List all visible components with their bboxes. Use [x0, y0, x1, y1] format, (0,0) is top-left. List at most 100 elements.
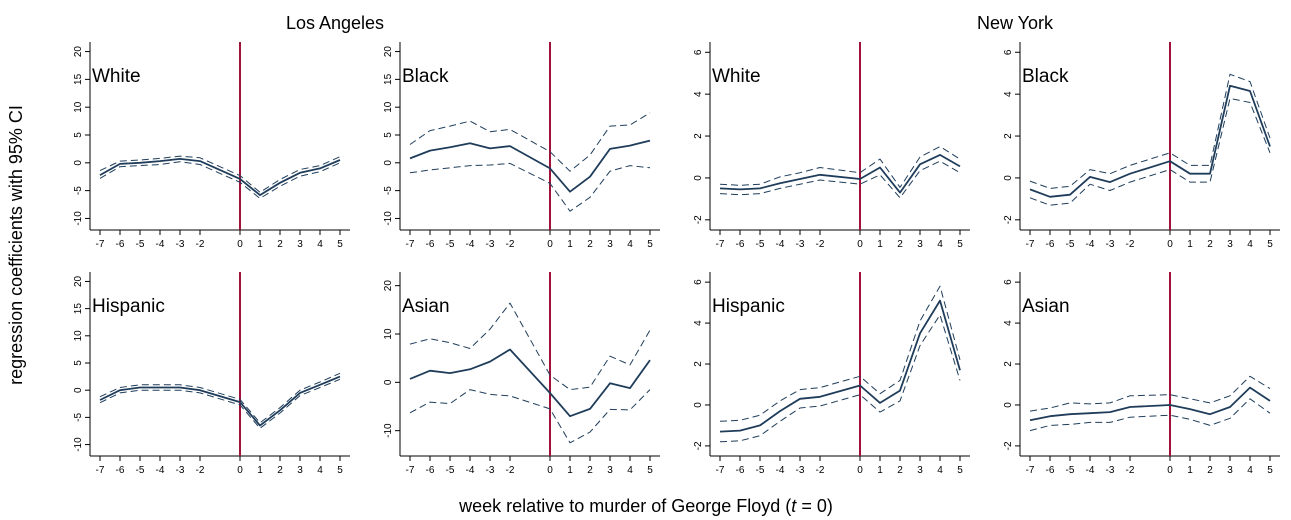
x-tick-label: -2 [1126, 465, 1135, 476]
x-tick-label: -5 [446, 239, 455, 250]
panel-new-york-hispanic: -2 0 2 4 6 -7 -6 -5 -4 -3 -2 0 1 2 3 4 5 Hispanic [693, 272, 970, 476]
x-tick-label: 3 [297, 239, 303, 250]
city-title-los-angeles: Los Angeles [286, 13, 384, 33]
y-tick-label: 0 [73, 160, 84, 166]
y-tick-label: 6 [1003, 49, 1014, 55]
y-tick-label: 20 [73, 46, 84, 58]
x-tick-label: -6 [736, 239, 745, 250]
x-tick-label: 1 [877, 465, 883, 476]
x-tick-label: 2 [587, 465, 593, 476]
x-tick-label: -5 [136, 239, 145, 250]
x-tick-label: -6 [116, 239, 125, 250]
ci-lower-line [719, 314, 961, 443]
x-tick-label: 0 [547, 239, 553, 250]
x-tick-label: 5 [1267, 465, 1273, 476]
y-tick-label: 0 [1003, 402, 1014, 408]
x-tick-label: -6 [1046, 465, 1055, 476]
y-tick-label: 6 [693, 49, 704, 55]
panel-los-angeles-hispanic: -10 -5 0 5 10 15 20 -7 -6 -5 -4 -3 -2 0 1 2 3 4 5 Hispanic [73, 272, 350, 476]
x-tick-label: 5 [1267, 239, 1273, 250]
ci-upper-line [719, 285, 961, 422]
x-tick-label: -3 [486, 239, 495, 250]
y-tick-label: 6 [693, 279, 704, 285]
x-tick-label: -7 [716, 239, 725, 250]
x-tick-label: -2 [506, 239, 515, 250]
y-tick-label: -2 [693, 215, 704, 224]
x-tick-label: -5 [446, 465, 455, 476]
ci-upper-line [99, 372, 341, 424]
ci-lower-line [719, 160, 961, 199]
x-tick-label: 5 [647, 465, 653, 476]
y-tick-label: -5 [383, 186, 394, 195]
y-tick-label: 2 [693, 361, 704, 367]
x-tick-label: 5 [957, 465, 963, 476]
x-tick-label: -7 [96, 239, 105, 250]
panel-label: Asian [1022, 296, 1070, 317]
y-tick-label: -5 [73, 186, 84, 195]
y-tick-label: 0 [1003, 175, 1014, 181]
y-tick-label: 5 [383, 132, 394, 138]
panel-label: White [712, 66, 761, 87]
x-axis-label: week relative to murder of George Floyd … [458, 496, 833, 516]
x-tick-label: -3 [176, 465, 185, 476]
estimate-line [1029, 386, 1271, 422]
x-tick-label: -2 [1126, 239, 1135, 250]
x-tick-label: -3 [1106, 465, 1115, 476]
y-tick-label: -2 [693, 441, 704, 450]
x-tick-label: 2 [897, 465, 903, 476]
x-tick-label: -2 [196, 465, 205, 476]
x-tick-label: 4 [317, 239, 323, 250]
y-tick-label: -5 [73, 412, 84, 421]
y-tick-label: -10 [73, 211, 84, 226]
x-tick-label: 0 [1167, 465, 1173, 476]
y-tick-label: 2 [1003, 361, 1014, 367]
x-axis-label-variable: t [791, 496, 797, 516]
y-tick-label: 4 [693, 91, 704, 97]
x-tick-label: -5 [756, 239, 765, 250]
y-tick-label: 4 [1003, 91, 1014, 97]
x-tick-label: -5 [1066, 465, 1075, 476]
x-tick-label: 1 [1187, 239, 1193, 250]
x-tick-label: -3 [796, 465, 805, 476]
estimate-line [719, 153, 961, 194]
panel-label: White [92, 66, 141, 87]
y-tick-label: -2 [1003, 441, 1014, 450]
x-tick-label: 2 [897, 239, 903, 250]
x-tick-label: 0 [547, 465, 553, 476]
x-tick-label: 5 [337, 239, 343, 250]
y-tick-label: 2 [693, 133, 704, 139]
x-tick-label: -7 [1026, 465, 1035, 476]
ci-lower-line [409, 389, 651, 444]
y-tick-label: -10 [383, 211, 394, 226]
estimate-line [99, 375, 341, 427]
y-tick-label: 10 [383, 328, 394, 340]
x-tick-label: -3 [176, 239, 185, 250]
ci-lower-line [99, 378, 341, 429]
x-tick-label: 0 [237, 465, 243, 476]
x-tick-label: 3 [297, 465, 303, 476]
x-tick-label: 1 [257, 239, 263, 250]
x-tick-label: -2 [816, 465, 825, 476]
x-tick-label: 4 [937, 465, 943, 476]
x-tick-label: -4 [156, 239, 165, 250]
x-tick-label: -5 [136, 465, 145, 476]
x-tick-label: -4 [1086, 239, 1095, 250]
x-tick-label: 5 [957, 239, 963, 250]
y-tick-label: 5 [73, 132, 84, 138]
y-tick-label: 0 [383, 379, 394, 385]
x-tick-label: 3 [1227, 239, 1233, 250]
panel-label: Black [402, 66, 449, 87]
y-tick-label: 15 [73, 73, 84, 85]
x-tick-label: 4 [1247, 239, 1253, 250]
x-axis-label-suffix: = 0) [796, 496, 833, 516]
x-tick-label: 0 [237, 239, 243, 250]
x-tick-label: -4 [466, 239, 475, 250]
panel-label: Hispanic [92, 296, 165, 317]
x-tick-label: 4 [1247, 465, 1253, 476]
x-tick-label: -7 [406, 239, 415, 250]
y-tick-label: 10 [73, 330, 84, 342]
x-tick-label: 1 [567, 465, 573, 476]
panel-new-york-white: -2 0 2 4 6 -7 -6 -5 -4 -3 -2 0 1 2 3 4 5 White [693, 42, 970, 250]
x-tick-label: -2 [506, 465, 515, 476]
